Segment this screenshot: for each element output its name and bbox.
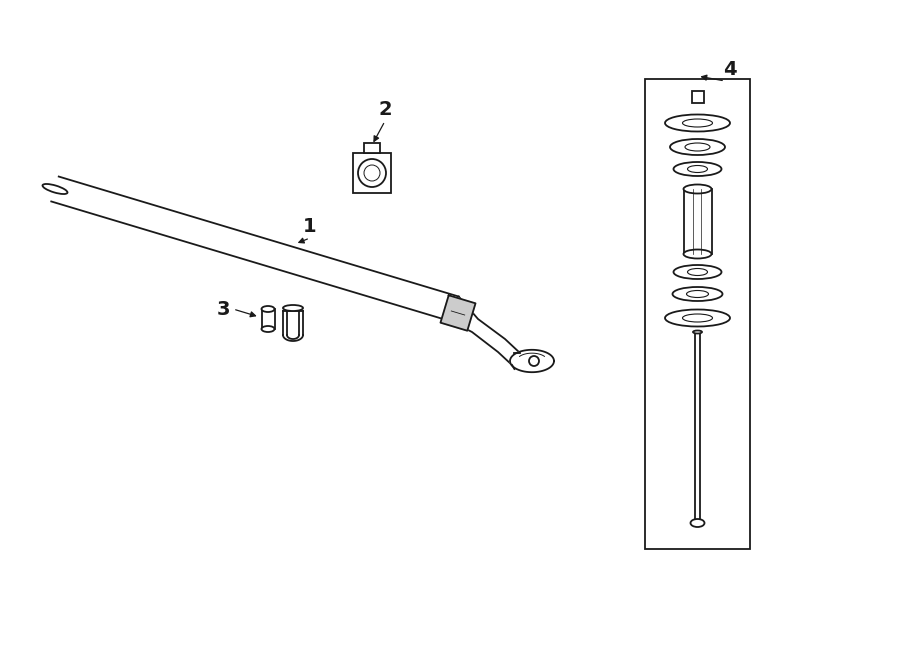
Ellipse shape xyxy=(665,114,730,132)
Text: 3: 3 xyxy=(216,299,230,319)
Polygon shape xyxy=(440,295,475,330)
Ellipse shape xyxy=(683,249,712,258)
Ellipse shape xyxy=(358,159,386,187)
Bar xyxy=(691,91,704,103)
Text: 4: 4 xyxy=(724,59,737,79)
Ellipse shape xyxy=(262,306,274,312)
Bar xyxy=(645,79,750,549)
Ellipse shape xyxy=(283,305,303,311)
Ellipse shape xyxy=(682,314,713,322)
Ellipse shape xyxy=(682,119,713,127)
Ellipse shape xyxy=(673,162,722,176)
Ellipse shape xyxy=(262,326,274,332)
Ellipse shape xyxy=(665,309,730,327)
Ellipse shape xyxy=(688,165,707,173)
Ellipse shape xyxy=(670,139,725,155)
Bar xyxy=(364,143,380,153)
Ellipse shape xyxy=(672,287,723,301)
Bar xyxy=(353,153,391,193)
Ellipse shape xyxy=(42,184,68,194)
Ellipse shape xyxy=(673,265,722,279)
Ellipse shape xyxy=(688,268,707,276)
Polygon shape xyxy=(510,350,554,372)
Bar xyxy=(683,189,712,254)
Ellipse shape xyxy=(685,143,710,151)
Ellipse shape xyxy=(690,519,705,527)
Bar xyxy=(262,309,274,329)
Ellipse shape xyxy=(683,184,712,194)
Ellipse shape xyxy=(687,290,708,297)
Text: 2: 2 xyxy=(378,100,392,118)
Ellipse shape xyxy=(693,330,702,334)
Text: 1: 1 xyxy=(303,217,317,235)
